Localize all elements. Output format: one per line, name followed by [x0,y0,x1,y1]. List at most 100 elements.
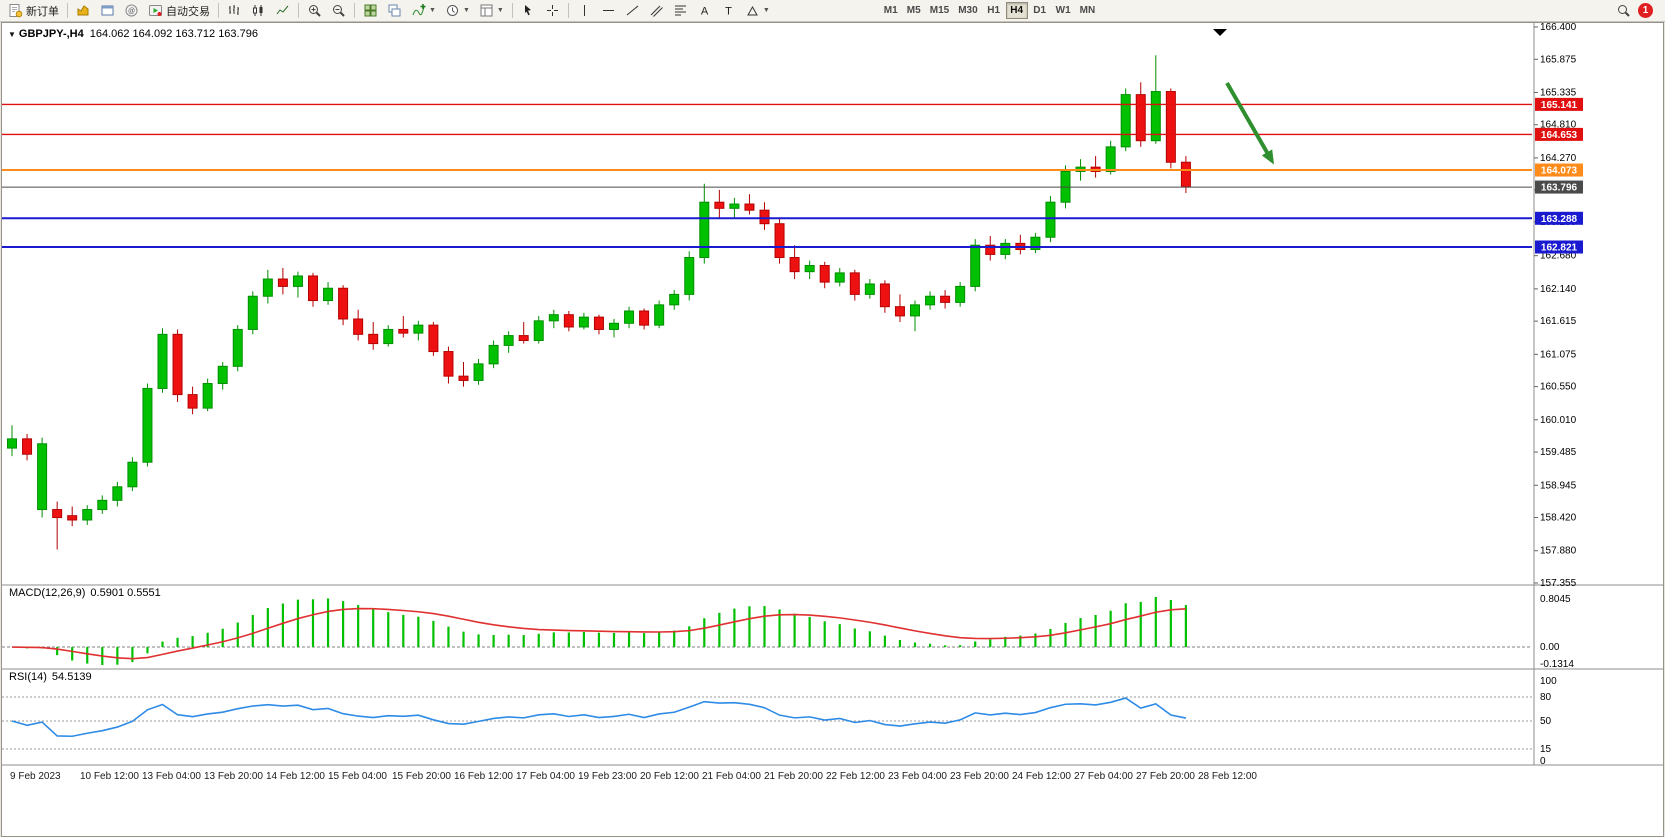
candle-body [202,383,213,409]
candle-body [187,394,198,409]
indicators-button[interactable]: ▼ [407,1,440,20]
candle-body [383,328,394,345]
time-axis-label: 14 Feb 12:00 [266,771,325,782]
candle-body [67,515,78,521]
candle-body [669,293,680,306]
chart-canvas[interactable]: 166.400 165.875 165.335 164.810 164.270 163.7… [2,23,1663,836]
candle-body [52,509,63,519]
timeframe-button-MN[interactable]: MN [1076,2,1100,19]
zoom-out-button[interactable] [327,1,350,20]
crosshair-button[interactable] [541,1,564,20]
time-axis-label: 17 Feb 04:00 [516,771,575,782]
navigator-button[interactable]: @ [120,1,143,20]
timeframe-button-M30[interactable]: M30 [954,2,981,19]
y-axis-label: 160.550 [1540,382,1577,393]
horizontal-line-icon [601,3,616,18]
fibonacci-tool-button[interactable] [669,1,692,20]
indicators-icon [411,3,426,18]
rsi-scale-label: 80 [1540,692,1552,703]
text-tool-icon: A [697,3,712,18]
auto-trading-label: 自动交易 [166,5,210,18]
candle-body [97,499,108,511]
timeframe-button-W1[interactable]: W1 [1052,2,1075,19]
y-axis-label: 164.810 [1540,120,1577,131]
candle-body [563,314,574,328]
search-button[interactable] [1612,1,1635,20]
macd-indicator-label: MACD(12,26,9) 0.5901 0.5551 [9,587,161,599]
candle-body [925,295,936,306]
y-axis-label: 158.945 [1540,480,1577,491]
candle-body [533,320,544,341]
timeframe-button-M5[interactable]: M5 [903,2,925,19]
cascade-windows-button[interactable] [383,1,406,20]
shapes-tool-button[interactable]: ▼ [741,1,774,20]
candle-body [127,461,138,488]
vertical-line-tool-button[interactable] [573,1,596,20]
y-axis-label: 160.010 [1540,415,1577,426]
macd-pane: 0.8045 0.00 -0.1314 [2,594,1574,670]
svg-text:@: @ [128,8,135,15]
templates-button[interactable]: ▼ [475,1,508,20]
text-tool-button[interactable]: A [693,1,716,20]
candle-body [1045,201,1056,238]
zoom-in-button[interactable] [303,1,326,20]
horizontal-line-tool-button[interactable] [597,1,620,20]
price-badge [1535,163,1583,177]
time-axis-label: 20 Feb 12:00 [640,771,699,782]
timeframe-button-M15[interactable]: M15 [926,2,953,19]
macd-scale-label: 0.00 [1540,642,1560,653]
notification-badge[interactable]: 1 [1638,3,1653,18]
timeframe-button-M1[interactable]: M1 [880,2,902,19]
candlestick-chart-button[interactable] [247,1,270,20]
data-window-button[interactable] [96,1,119,20]
time-axis-label: 15 Feb 20:00 [392,771,451,782]
candle-body [443,351,454,377]
new-order-button[interactable]: 新订单 [4,1,63,20]
rsi-scale-label: 100 [1540,676,1557,687]
market-watch-button[interactable] [72,1,95,20]
auto-trading-button[interactable]: 自动交易 [144,1,214,20]
chart-shift-marker[interactable] [1213,29,1227,36]
search-icon [1616,3,1631,18]
candle-body [849,272,860,295]
candle-body [247,295,258,330]
candle-body [940,295,951,303]
time-axis-label: 23 Feb 04:00 [888,771,947,782]
price-badge-label: 165.141 [1541,100,1578,111]
line-chart-button[interactable] [271,1,294,20]
dropdown-caret-icon: ▼ [462,7,470,14]
candle-body [624,310,635,324]
one-click-trading-toggle[interactable]: ▼ [8,30,16,39]
candle-body [789,257,800,273]
channel-tool-button[interactable] [645,1,668,20]
timeframe-button-D1[interactable]: D1 [1029,2,1051,19]
candle-body [578,316,589,328]
svg-text:A: A [701,6,709,18]
time-axis-label: 24 Feb 12:00 [1012,771,1071,782]
zoom-out-icon [331,3,346,18]
equidistant-channel-icon [649,3,664,18]
bar-chart-button[interactable] [223,1,246,20]
template-icon [479,3,494,18]
candle-body [262,278,273,297]
candle-body [1000,242,1011,255]
price-badge [1535,127,1583,141]
tile-windows-button[interactable] [359,1,382,20]
trend-arrow-annotation[interactable] [1225,82,1274,165]
y-axis-label: 166.400 [1540,23,1577,33]
candle-body [834,272,845,283]
timeframe-button-H1[interactable]: H1 [983,2,1005,19]
trendline-tool-button[interactable] [621,1,644,20]
text-label-tool-button[interactable]: T [717,1,740,20]
cursor-button[interactable] [517,1,540,20]
candle-body [804,265,815,273]
candle-body [323,287,334,302]
data-window-icon [100,3,115,18]
timeframe-button-H4[interactable]: H4 [1005,2,1028,19]
candle-body [308,275,318,302]
periods-button[interactable]: ▼ [441,1,474,20]
candle-body [37,443,48,511]
candle-body [970,244,981,287]
price-badge-label: 164.073 [1541,166,1578,177]
y-axis-label: 157.355 [1540,578,1577,589]
